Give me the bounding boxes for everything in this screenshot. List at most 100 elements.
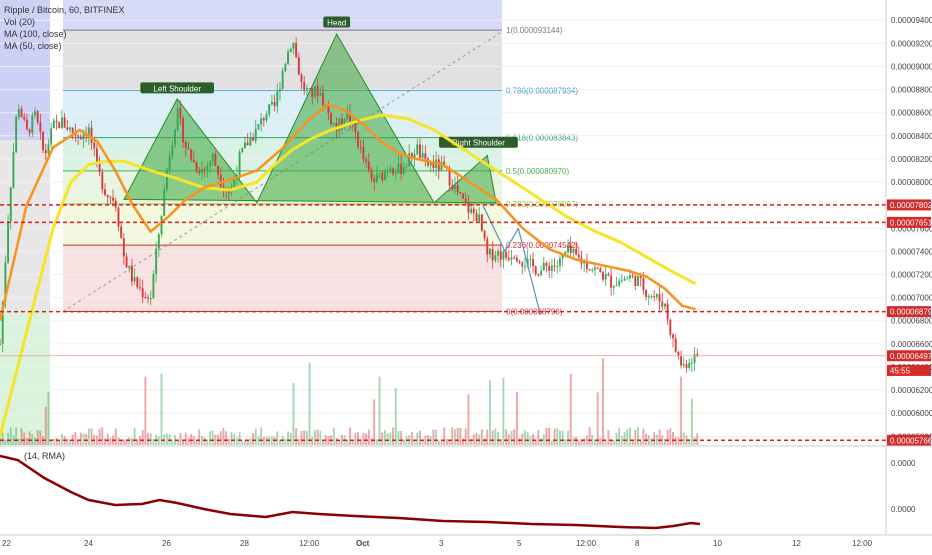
volume-bar <box>591 435 594 445</box>
price-badge-label: 45:55 <box>890 366 911 375</box>
volume-bar <box>305 430 308 445</box>
volume-bar <box>540 438 543 445</box>
volume-bar <box>497 431 499 445</box>
candle-body <box>550 265 553 271</box>
volume-bar <box>203 437 206 445</box>
volume-bar <box>176 440 179 445</box>
candle-body <box>690 362 693 364</box>
volume-bar <box>580 439 583 445</box>
volume-bar <box>39 430 42 445</box>
candle-body <box>171 145 174 157</box>
time-tick-label: 12:00 <box>852 539 873 548</box>
volume-bar <box>174 434 176 445</box>
volume-bar <box>524 430 526 445</box>
volume-bar <box>440 440 443 445</box>
candle-body <box>17 108 20 118</box>
candle-body <box>639 276 642 278</box>
volume-bar <box>491 430 494 445</box>
candle-body <box>254 128 257 141</box>
volume-bar <box>599 438 602 445</box>
candle-body <box>174 129 176 146</box>
volume-bar <box>637 427 639 445</box>
candle-body <box>206 165 209 170</box>
volume-bar <box>537 430 540 445</box>
candle-body <box>464 198 467 203</box>
candle-body <box>483 231 486 239</box>
candle-body <box>400 163 403 175</box>
volume-bar <box>225 431 228 445</box>
candle-body <box>165 170 168 190</box>
time-tick-label: 12:00 <box>576 539 597 548</box>
volume-bar <box>642 428 645 445</box>
candle-body <box>669 319 672 335</box>
price-badge-label: 0.00007802 <box>890 201 932 210</box>
volume-bar <box>362 433 365 445</box>
volume-bar <box>634 429 637 445</box>
volume-bar <box>672 431 674 445</box>
volume-bar <box>7 433 10 445</box>
volume-bar <box>381 432 384 445</box>
candle-body <box>693 354 696 363</box>
volume-bar <box>623 431 626 445</box>
candle-body <box>198 170 201 174</box>
fib-zone <box>63 90 502 138</box>
volume-bar <box>340 434 343 445</box>
volume-bar <box>585 435 588 445</box>
volume-bar <box>553 428 556 445</box>
candle-body <box>634 275 637 287</box>
volume-bar <box>147 433 150 445</box>
volume-bar <box>79 432 82 445</box>
time-tick-label: 12:00 <box>299 539 320 548</box>
volume-bar <box>421 440 424 445</box>
volume-bar <box>125 439 128 445</box>
volume-bar <box>515 392 518 445</box>
volume-bar <box>95 435 98 445</box>
head-label-bg <box>323 16 351 28</box>
price-badge <box>887 216 931 228</box>
volume-bar <box>564 439 567 445</box>
candle-body <box>534 266 537 275</box>
ma100-line <box>0 113 697 437</box>
volume-bar <box>311 437 314 445</box>
volume-bar <box>346 439 349 445</box>
candle-body <box>561 255 564 259</box>
volume-bar <box>370 438 373 445</box>
projection-arrow <box>482 204 519 253</box>
volume-bar <box>542 434 545 445</box>
candle-body <box>338 118 341 132</box>
volume-bar <box>58 440 61 445</box>
volume-bar <box>631 439 634 445</box>
candle-body <box>397 163 400 174</box>
candle-body <box>664 303 666 307</box>
volume-bar <box>596 392 599 445</box>
volume-bar <box>658 429 661 445</box>
volume-bar <box>171 440 174 445</box>
candle-body <box>0 343 1 345</box>
volume-bar <box>475 432 478 445</box>
time-tick-label: 10 <box>713 539 722 548</box>
volume-bar <box>297 439 300 445</box>
candle-body <box>101 172 104 190</box>
volume-bar <box>31 434 34 445</box>
candle-body <box>308 88 311 90</box>
candle-body <box>268 104 271 115</box>
volume-bar <box>276 431 279 445</box>
volume-bar <box>410 431 413 445</box>
candle-body <box>451 185 454 190</box>
time-tick-label: Oct <box>356 539 370 548</box>
candle-body <box>623 278 626 281</box>
candle-body <box>462 193 464 199</box>
volume-bar <box>454 429 456 445</box>
candle-body <box>505 252 508 258</box>
candle-body <box>160 215 163 235</box>
volume-bar <box>483 438 486 445</box>
candle-body <box>203 169 206 171</box>
volume-bar <box>486 429 489 445</box>
volume-bar <box>432 429 435 445</box>
volume-bar <box>416 432 419 445</box>
volume-bar <box>227 438 230 445</box>
